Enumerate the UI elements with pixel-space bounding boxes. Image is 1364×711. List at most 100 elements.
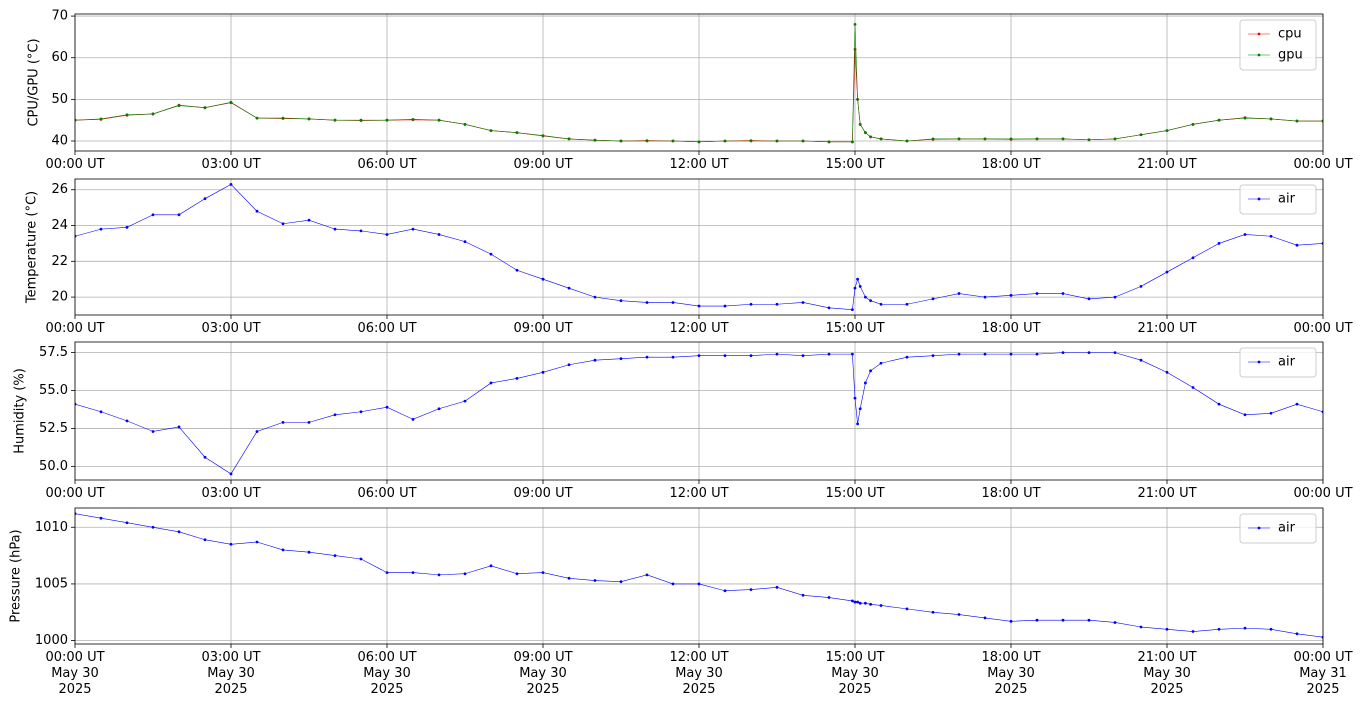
- x-tick-label: 00:00 UT: [45, 486, 105, 501]
- data-point: [463, 122, 467, 126]
- data-point: [1113, 295, 1117, 299]
- x-tick-label: 12:00 UT: [669, 321, 729, 336]
- data-point: [697, 304, 701, 308]
- data-point: [775, 302, 779, 306]
- data-point: [851, 140, 854, 144]
- x-tick-label: 06:00 UT: [357, 157, 417, 172]
- data-point: [827, 596, 831, 599]
- data-point: [671, 139, 675, 143]
- data-point: [489, 564, 493, 568]
- data-point: [851, 308, 854, 312]
- axes-frame: [74, 341, 1324, 481]
- data-point: [957, 613, 961, 616]
- plot-area: [75, 512, 1323, 639]
- data-point: [281, 548, 285, 552]
- data-point: [541, 277, 545, 281]
- data-point: [567, 286, 571, 290]
- x-tick-label: 03:00 UT May 30 2025: [201, 650, 261, 697]
- y-axis-label: CPU/GPU (°C): [27, 38, 42, 126]
- data-point: [515, 572, 519, 576]
- data-point: [1191, 386, 1195, 389]
- data-point: [541, 134, 545, 137]
- data-point: [869, 299, 872, 303]
- y-tick-label: 55.0: [39, 383, 68, 398]
- data-point: [801, 139, 805, 143]
- data-point: [856, 600, 859, 604]
- data-point: [905, 607, 909, 611]
- data-point: [858, 601, 862, 605]
- data-point: [1217, 118, 1221, 122]
- data-point: [307, 218, 311, 222]
- data-point: [1061, 351, 1065, 355]
- data-point: [99, 516, 103, 520]
- data-point: [645, 301, 649, 304]
- data-point: [177, 104, 181, 108]
- y-tick-label: 60: [51, 50, 68, 65]
- data-point: [385, 118, 389, 122]
- data-point: [858, 122, 862, 126]
- legend-label: gpu: [1278, 48, 1303, 63]
- data-point: [1191, 630, 1195, 633]
- legend-marker: [1257, 53, 1261, 57]
- data-point: [827, 306, 831, 310]
- y-tick-label: 24: [51, 218, 68, 233]
- data-point: [619, 139, 623, 143]
- data-point: [1113, 137, 1117, 141]
- data-point: [255, 209, 259, 213]
- data-point: [1035, 292, 1039, 295]
- data-point: [1295, 402, 1299, 406]
- legend-marker: [1257, 197, 1261, 201]
- data-point: [1087, 138, 1091, 142]
- data-point: [1217, 402, 1221, 406]
- data-point: [827, 140, 831, 144]
- data-point: [255, 116, 259, 120]
- data-point: [749, 302, 753, 306]
- data-point: [567, 363, 571, 367]
- x-tick-label: 18:00 UT: [981, 486, 1041, 501]
- data-point: [177, 530, 181, 534]
- x-tick-label: 06:00 UT May 30 2025: [357, 650, 417, 697]
- data-point: [411, 227, 415, 231]
- data-point: [333, 413, 337, 417]
- x-tick-label: 00:00 UT: [45, 321, 105, 336]
- data-point: [851, 599, 854, 603]
- data-point: [1087, 351, 1091, 355]
- data-point: [515, 131, 519, 135]
- data-point: [99, 410, 103, 414]
- data-point: [858, 284, 862, 288]
- y-tick-label: 20: [51, 290, 68, 305]
- data-point: [827, 352, 831, 356]
- x-tick-label: 03:00 UT: [201, 157, 261, 172]
- data-point: [671, 355, 675, 359]
- data-point: [489, 252, 493, 256]
- data-point: [255, 430, 259, 433]
- y-tick-label: 1000: [35, 633, 68, 648]
- y-tick-label: 52.5: [39, 421, 68, 436]
- data-point: [1295, 243, 1299, 247]
- data-point: [645, 139, 649, 143]
- x-tick-label: 00:00 UT: [1293, 321, 1353, 336]
- x-tick-label: 06:00 UT: [357, 321, 417, 336]
- data-point: [151, 525, 155, 529]
- data-point: [1191, 122, 1195, 126]
- data-point: [853, 600, 857, 604]
- data-point: [931, 354, 935, 358]
- data-point: [1113, 621, 1117, 624]
- series-line: [75, 183, 1323, 310]
- data-point: [851, 352, 854, 356]
- data-point: [567, 576, 571, 580]
- data-point: [333, 227, 337, 231]
- data-point: [1035, 352, 1039, 356]
- plot-area: [75, 351, 1323, 476]
- data-point: [593, 295, 597, 299]
- y-tick-label: 50.0: [39, 459, 68, 474]
- data-point: [1165, 370, 1169, 374]
- x-tick-label: 18:00 UT: [981, 321, 1041, 336]
- data-point: [1139, 284, 1143, 288]
- data-point: [869, 369, 872, 373]
- data-point: [723, 139, 727, 143]
- data-point: [1269, 234, 1273, 238]
- legend-label: air: [1278, 521, 1296, 536]
- x-tick-label: 18:00 UT: [981, 157, 1041, 172]
